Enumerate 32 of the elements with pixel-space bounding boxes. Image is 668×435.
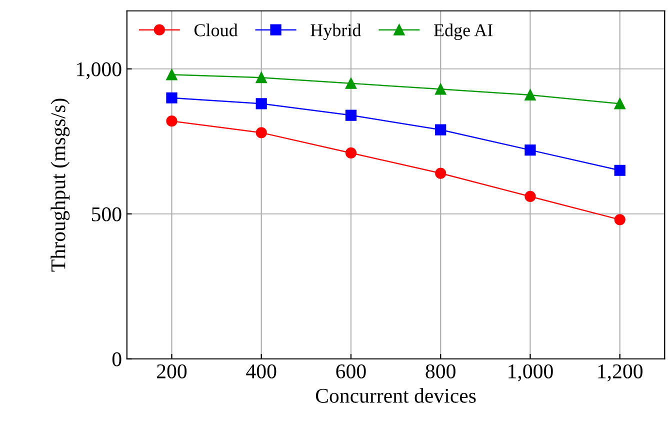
legend-label: Hybrid (310, 24, 362, 40)
point (166, 69, 178, 80)
point (435, 124, 446, 136)
x-tick-label: 1,200 (598, 364, 642, 382)
x-tick-label: 400 (246, 364, 276, 378)
x-tick-label: 800 (426, 364, 456, 378)
point (345, 147, 357, 159)
point (614, 164, 626, 176)
y-tick-label: 1,000 (77, 62, 122, 80)
x-tick-label: 600 (336, 364, 366, 378)
point (256, 72, 267, 84)
point (166, 92, 178, 104)
point (256, 98, 267, 110)
x-tick-label: 200 (157, 364, 187, 378)
x-axis-title: Concurrent devices (316, 388, 476, 403)
point (524, 89, 536, 101)
point (435, 84, 446, 95)
y-tick-label: 500 (92, 207, 122, 222)
legend-label: Edge AI (434, 24, 492, 40)
point (614, 214, 626, 226)
legend-label: Cloud (194, 24, 238, 36)
point (345, 78, 357, 89)
point (166, 116, 178, 127)
point (256, 127, 267, 138)
point (524, 190, 536, 202)
point (614, 98, 626, 110)
y-axis-title: Throughput (msgs/s) (50, 98, 70, 272)
x-tick-label: 1,000 (508, 364, 553, 382)
point (524, 144, 536, 156)
y-tick-label: 0 (112, 352, 122, 366)
point (345, 110, 357, 121)
point (435, 168, 446, 179)
